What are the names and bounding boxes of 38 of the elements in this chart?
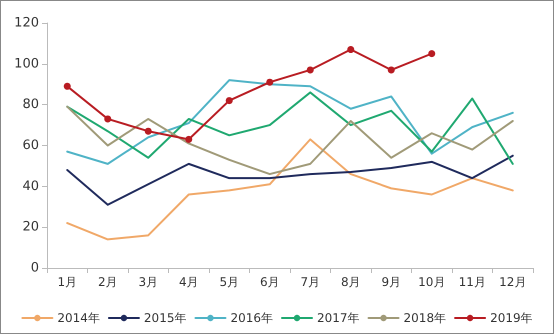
y-tick-label: 20 [22, 220, 39, 235]
legend-label: 2015年 [144, 311, 186, 325]
point [104, 115, 112, 122]
x-tick-label: 1月 [57, 275, 78, 289]
point [144, 128, 152, 135]
line-series [66, 106, 514, 176]
point [428, 50, 436, 58]
point [347, 46, 354, 54]
y-tick-label: 120 [14, 16, 39, 30]
x-tick-label: 6月 [260, 275, 280, 289]
legend-label: 2017年 [317, 311, 360, 325]
x-tick-label: 4月 [178, 275, 199, 289]
point [306, 66, 314, 74]
y-tick-label: 80 [22, 97, 39, 112]
x-tick-label: 2月 [98, 275, 118, 289]
y-tick-label: 100 [14, 56, 39, 72]
x-tick-label: 3月 [138, 275, 158, 289]
legend-label: 2019年 [490, 311, 533, 325]
point [266, 78, 274, 86]
x-tick-label: 9月 [381, 275, 402, 289]
y-tick-label: 40 [22, 178, 39, 194]
line-series [66, 138, 514, 240]
x-tick-label: 11月 [458, 275, 486, 289]
legend-label: 2016年 [230, 311, 274, 325]
y-tick-label: 60 [22, 138, 39, 153]
x-tick-label: 8月 [340, 275, 361, 289]
legend-label: 2014年 [57, 311, 100, 325]
x-tick-label: 10月 [418, 275, 446, 289]
x-tick-label: 7月 [300, 275, 320, 289]
line-series [66, 154, 514, 206]
x-tick-label: 12月 [499, 275, 526, 289]
point [388, 66, 395, 74]
point [64, 82, 71, 90]
legend-label: 2018年 [404, 311, 446, 325]
point [185, 136, 192, 143]
y-tick-label: 0 [30, 260, 39, 276]
x-tick-label: 5月 [219, 275, 240, 289]
point [226, 97, 233, 104]
